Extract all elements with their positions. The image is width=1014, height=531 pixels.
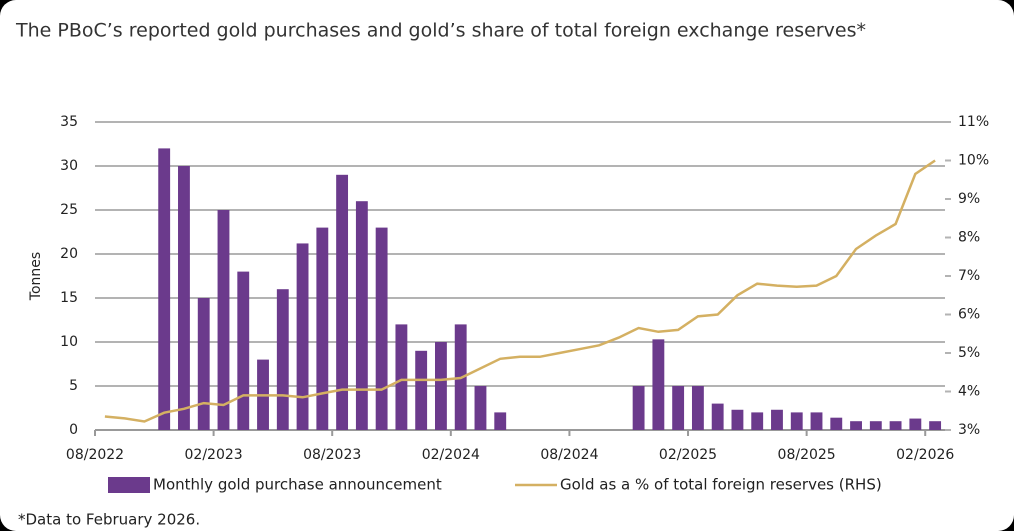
y2-tick-label: 8%	[958, 230, 980, 246]
bar	[869, 421, 882, 430]
x-tick-label: 02/2023	[185, 447, 243, 463]
legend-label: Gold as a % of total foreign reserves (R…	[560, 476, 882, 494]
bar	[929, 421, 942, 430]
legend-swatch	[108, 477, 150, 493]
bar	[355, 201, 368, 430]
y2-tick-label: 11%	[958, 114, 989, 130]
bar	[711, 403, 724, 430]
bar	[751, 412, 764, 430]
bar	[771, 409, 783, 430]
y-axis-label: Tonnes	[28, 252, 44, 301]
bar	[375, 227, 388, 430]
footnote: *Data to February 2026.	[18, 511, 200, 529]
x-tick-label: 08/2023	[303, 447, 361, 463]
y2-tick-label: 4%	[958, 384, 980, 400]
y-tick-label: 35	[60, 114, 78, 130]
y-tick-label: 15	[60, 290, 78, 306]
bar	[395, 324, 408, 430]
y-tick-label: 30	[60, 158, 78, 174]
bar	[731, 409, 744, 430]
bar	[217, 210, 230, 430]
x-tick-label: 02/2025	[659, 447, 717, 463]
bar	[316, 227, 329, 430]
y2-tick-label: 9%	[958, 191, 980, 207]
bar	[850, 421, 862, 430]
x-tick-label: 08/2025	[778, 447, 836, 463]
y2-tick-label: 10%	[958, 153, 989, 169]
bar	[494, 412, 507, 430]
legend-label: Monthly gold purchase announcement	[153, 476, 442, 494]
x-tick-label: 08/2024	[540, 447, 598, 463]
bar	[415, 350, 428, 430]
bar	[830, 417, 843, 430]
bar	[909, 418, 922, 430]
bar	[296, 243, 309, 430]
x-tick-label: 08/2022	[66, 447, 124, 463]
bar	[197, 298, 210, 430]
line	[104, 159, 936, 423]
y-tick-label: 5	[69, 378, 78, 394]
bar	[435, 342, 447, 430]
y-tick-label: 10	[60, 334, 78, 350]
bar	[672, 386, 685, 430]
bar	[691, 386, 704, 430]
y2-tick-label: 5%	[958, 345, 980, 361]
y2-tick-label: 6%	[958, 307, 980, 323]
bar	[237, 271, 250, 430]
x-tick-label: 02/2024	[422, 447, 480, 463]
bar	[276, 289, 289, 430]
bar	[158, 148, 171, 430]
bar	[178, 166, 190, 430]
y-tick-label: 25	[60, 202, 78, 218]
y-tick-label: 20	[60, 246, 78, 262]
chart-title: The PBoC’s reported gold purchases and g…	[15, 20, 866, 42]
y2-tick-label: 3%	[958, 422, 980, 438]
bar	[810, 412, 823, 430]
y2-tick-label: 7%	[958, 268, 980, 284]
bar	[632, 386, 645, 430]
y-tick-label: 0	[69, 422, 78, 438]
x-tick-label: 02/2026	[896, 447, 954, 463]
bar	[652, 339, 665, 430]
bar	[474, 386, 487, 430]
bar	[336, 174, 349, 430]
bar	[790, 412, 803, 430]
bar	[889, 421, 902, 430]
